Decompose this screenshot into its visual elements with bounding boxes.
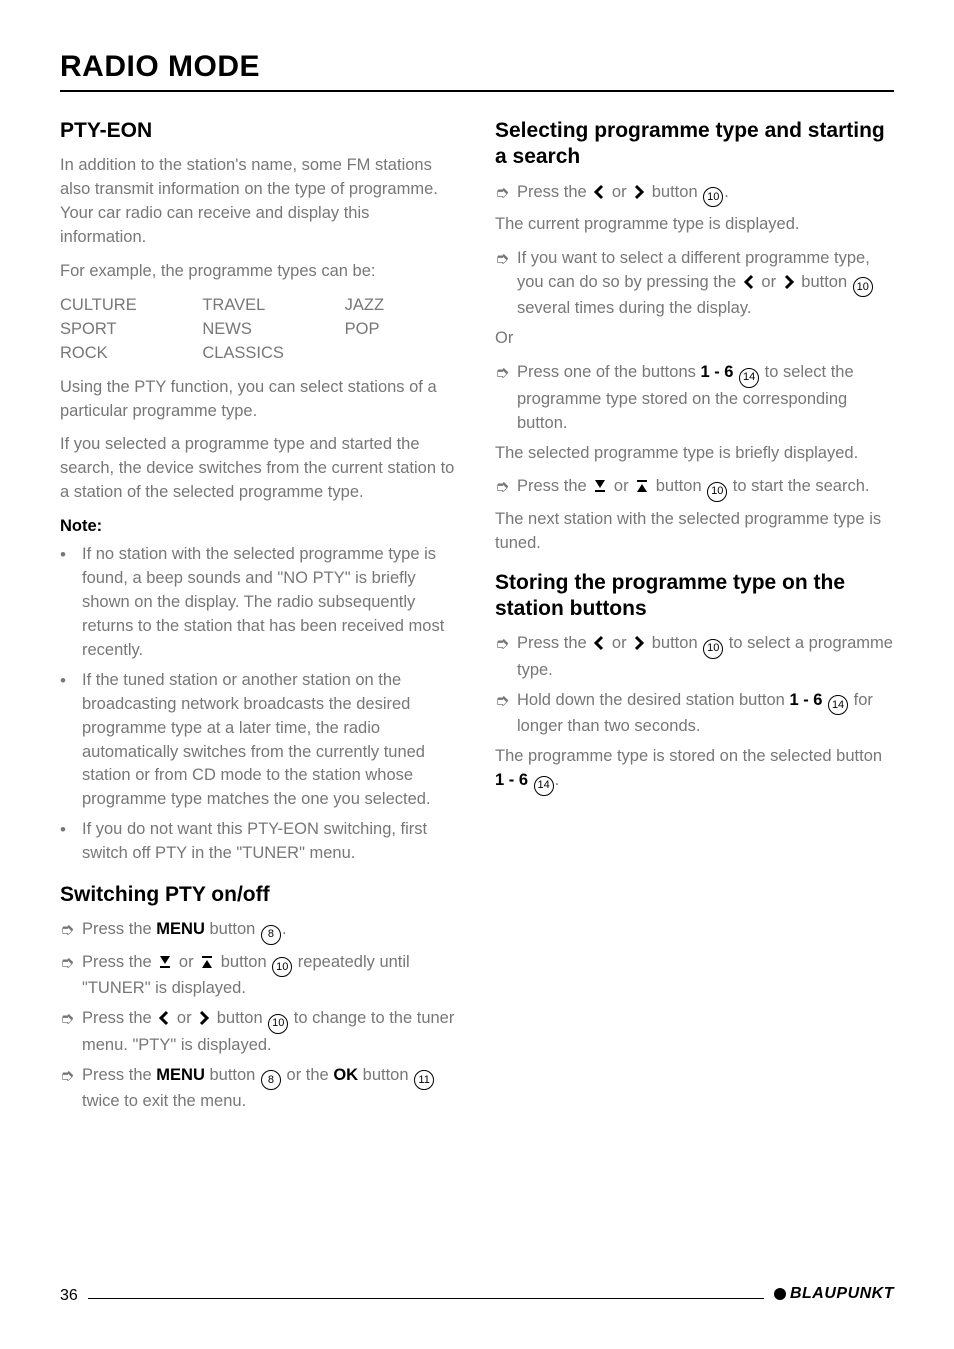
pty-intro: In addition to the station's name, some …	[60, 154, 459, 250]
chevron-right-icon	[197, 1010, 211, 1026]
pty-use: Using the PTY function, you can select s…	[60, 376, 459, 424]
page-number: 36	[60, 1287, 88, 1305]
ref-8-icon: 8	[261, 925, 281, 945]
li-press-arrow-tuner: Press the or button 10 repeatedly until …	[82, 951, 459, 1001]
ref-14-icon: 14	[534, 776, 554, 796]
chevron-right-icon	[632, 184, 646, 200]
ref-8-icon: 8	[261, 1070, 281, 1090]
brand-mark: BLAUPUNKT	[764, 1285, 894, 1303]
arrow-down-stop-icon	[592, 478, 608, 494]
li-sel-type: Press the or button 10.	[517, 181, 729, 208]
type-travel: TRAVEL	[202, 294, 316, 318]
li-start-search: Press the or button 10 to start the sear…	[517, 475, 869, 502]
brand-text: BLAUPUNKT	[790, 1285, 894, 1303]
chevron-left-icon	[157, 1010, 171, 1026]
chevron-left-icon	[592, 184, 606, 200]
chevron-left-icon	[592, 635, 606, 651]
left-column: PTY-EON In addition to the station's nam…	[60, 112, 459, 1120]
li-press-menu: Press the MENU button 8.	[82, 918, 287, 945]
li-store-sel: Press the or button 10 to select a progr…	[517, 632, 894, 682]
pty-search-explain: If you selected a programme type and sta…	[60, 433, 459, 505]
type-classics: CLASSICS	[202, 342, 316, 366]
right-column: Selecting programme type and starting a …	[495, 112, 894, 1120]
li-station-btn: Press one of the buttons 1 - 6 14 to sel…	[517, 361, 894, 435]
type-news: NEWS	[202, 318, 316, 342]
type-rock: ROCK	[60, 342, 174, 366]
type-sport: SPORT	[60, 318, 174, 342]
li-store-hold: Hold down the desired station button 1 -…	[517, 689, 894, 739]
ref-10-icon: 10	[272, 957, 292, 977]
li-press-menu-ok: Press the MENU button 8 or the OK button…	[82, 1064, 459, 1114]
li-change-type: If you want to select a different progra…	[517, 247, 894, 321]
chevron-left-icon	[742, 274, 756, 290]
chevron-right-icon	[632, 635, 646, 651]
section-title: RADIO MODE	[60, 50, 894, 92]
chevron-right-icon	[782, 274, 796, 290]
sel-type-brief: The selected programme type is briefly d…	[495, 442, 894, 466]
ref-10-icon: 10	[268, 1014, 288, 1034]
arrow-up-stop-icon	[634, 478, 650, 494]
storing-heading: Storing the programme type on the statio…	[495, 570, 894, 623]
stored-msg: The programme type is stored on the sele…	[495, 745, 894, 795]
ref-10-icon: 10	[707, 482, 727, 502]
ref-10-icon: 10	[703, 639, 723, 659]
arrow-down-stop-icon	[157, 954, 173, 970]
page-footer: 36 BLAUPUNKT	[60, 1298, 894, 1299]
note-label: Note:	[60, 517, 102, 535]
ref-11-icon: 11	[414, 1070, 434, 1090]
pty-eon-heading: PTY-EON	[60, 118, 459, 144]
selecting-heading: Selecting programme type and starting a …	[495, 118, 894, 171]
ref-10-icon: 10	[853, 277, 873, 297]
ref-10-icon: 10	[703, 187, 723, 207]
type-culture: CULTURE	[60, 294, 174, 318]
ref-14-icon: 14	[739, 368, 759, 388]
next-station: The next station with the selected progr…	[495, 508, 894, 556]
li-press-lr-pty: Press the or button 10 to change to the …	[82, 1007, 459, 1057]
type-jazz: JAZZ	[345, 294, 459, 318]
pty-example-label: For example, the programme types can be:	[60, 260, 459, 284]
note-3: If you do not want this PTY-EON switchin…	[82, 818, 459, 866]
note-1: If no station with the selected programm…	[82, 543, 459, 663]
or-label: Or	[495, 327, 894, 351]
note-2: If the tuned station or another station …	[82, 669, 459, 813]
arrow-up-stop-icon	[199, 954, 215, 970]
ref-14-icon: 14	[828, 695, 848, 715]
cur-type: The current programme type is displayed.	[495, 213, 894, 237]
switching-pty-heading: Switching PTY on/off	[60, 882, 459, 908]
brand-dot-icon	[774, 1288, 786, 1300]
type-pop: POP	[345, 318, 459, 342]
